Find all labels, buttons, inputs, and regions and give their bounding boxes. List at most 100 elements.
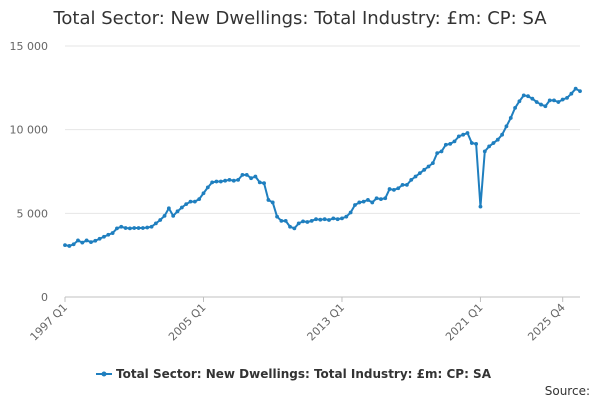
data-point[interactable] — [530, 96, 535, 101]
data-point[interactable] — [270, 200, 275, 205]
data-point[interactable] — [396, 186, 401, 191]
data-point[interactable] — [84, 238, 89, 243]
data-point[interactable] — [309, 218, 314, 223]
data-point[interactable] — [500, 132, 504, 137]
data-point[interactable] — [218, 179, 223, 184]
data-point[interactable] — [448, 141, 453, 146]
data-point[interactable] — [253, 174, 258, 179]
data-point[interactable] — [439, 149, 444, 154]
data-point[interactable] — [318, 217, 323, 222]
data-point[interactable] — [188, 199, 193, 204]
data-point[interactable] — [495, 137, 500, 142]
data-point[interactable] — [513, 106, 517, 110]
data-point[interactable] — [357, 200, 362, 205]
data-point[interactable] — [348, 210, 353, 215]
data-point[interactable] — [539, 102, 543, 107]
data-point[interactable] — [201, 191, 206, 196]
data-point[interactable] — [404, 182, 409, 187]
data-point[interactable] — [80, 240, 85, 245]
data-point[interactable] — [426, 164, 431, 169]
data-point[interactable] — [205, 185, 210, 190]
data-point[interactable] — [266, 198, 271, 202]
data-point[interactable] — [136, 226, 141, 230]
data-point[interactable] — [162, 213, 167, 218]
data-point[interactable] — [123, 226, 128, 230]
data-point[interactable] — [521, 93, 526, 98]
data-point[interactable] — [93, 238, 98, 243]
data-point[interactable] — [89, 240, 93, 245]
legend[interactable]: Total Sector: New Dwellings: Total Indus… — [96, 367, 492, 381]
data-point[interactable] — [149, 224, 154, 229]
data-point[interactable] — [392, 188, 396, 192]
data-point[interactable] — [573, 86, 578, 91]
data-point[interactable] — [179, 205, 184, 210]
data-point[interactable] — [110, 231, 115, 235]
data-point[interactable] — [322, 217, 327, 222]
data-point[interactable] — [443, 142, 448, 147]
data-point[interactable] — [569, 91, 574, 96]
data-point[interactable] — [383, 196, 388, 201]
data-point[interactable] — [175, 209, 180, 214]
data-point[interactable] — [262, 181, 266, 186]
data-point[interactable] — [361, 199, 366, 204]
data-point[interactable] — [288, 224, 292, 229]
data-point[interactable] — [76, 238, 80, 243]
data-point[interactable] — [335, 217, 340, 222]
data-point[interactable] — [236, 177, 241, 182]
data-point[interactable] — [547, 98, 552, 103]
data-point[interactable] — [387, 187, 392, 191]
data-point[interactable] — [63, 243, 67, 248]
data-point[interactable] — [249, 176, 253, 181]
data-point[interactable] — [487, 144, 492, 149]
data-point[interactable] — [331, 216, 336, 221]
data-point[interactable] — [71, 242, 76, 247]
data-point[interactable] — [340, 216, 344, 221]
data-point[interactable] — [461, 132, 466, 137]
data-point[interactable] — [370, 200, 375, 205]
data-point[interactable] — [491, 141, 496, 145]
series-line[interactable] — [64, 87, 581, 247]
data-point[interactable] — [210, 180, 215, 185]
data-point[interactable] — [296, 221, 301, 226]
data-point[interactable] — [452, 139, 457, 144]
data-point[interactable] — [526, 94, 530, 99]
data-point[interactable] — [279, 218, 284, 223]
data-point[interactable] — [115, 226, 119, 231]
data-point[interactable] — [171, 213, 176, 218]
data-point[interactable] — [374, 196, 379, 201]
data-point[interactable] — [474, 141, 479, 146]
data-point[interactable] — [67, 244, 72, 248]
data-point[interactable] — [543, 104, 548, 109]
data-point[interactable] — [119, 224, 124, 229]
data-point[interactable] — [552, 98, 556, 103]
data-point[interactable] — [223, 178, 228, 183]
data-point[interactable] — [166, 206, 171, 211]
data-point[interactable] — [275, 214, 279, 219]
data-point[interactable] — [184, 202, 189, 207]
data-point[interactable] — [469, 141, 474, 145]
data-point[interactable] — [153, 221, 158, 226]
data-point[interactable] — [435, 151, 440, 155]
data-point[interactable] — [409, 177, 414, 182]
data-point[interactable] — [400, 182, 405, 187]
data-point[interactable] — [145, 225, 150, 230]
data-point[interactable] — [578, 89, 582, 94]
data-point[interactable] — [106, 232, 111, 237]
data-point[interactable] — [456, 134, 461, 139]
data-point[interactable] — [97, 236, 102, 241]
data-point[interactable] — [478, 204, 483, 209]
data-point[interactable] — [240, 172, 245, 177]
data-point[interactable] — [517, 99, 522, 104]
data-point[interactable] — [413, 174, 418, 179]
data-point[interactable] — [534, 100, 539, 104]
data-point[interactable] — [301, 219, 305, 224]
data-point[interactable] — [422, 167, 427, 172]
data-point[interactable] — [327, 218, 331, 222]
data-point[interactable] — [158, 218, 163, 222]
data-point[interactable] — [556, 100, 561, 104]
data-point[interactable] — [305, 220, 310, 224]
data-point[interactable] — [197, 197, 202, 202]
data-point[interactable] — [465, 131, 470, 135]
data-point[interactable] — [214, 179, 219, 184]
data-point[interactable] — [560, 97, 565, 102]
